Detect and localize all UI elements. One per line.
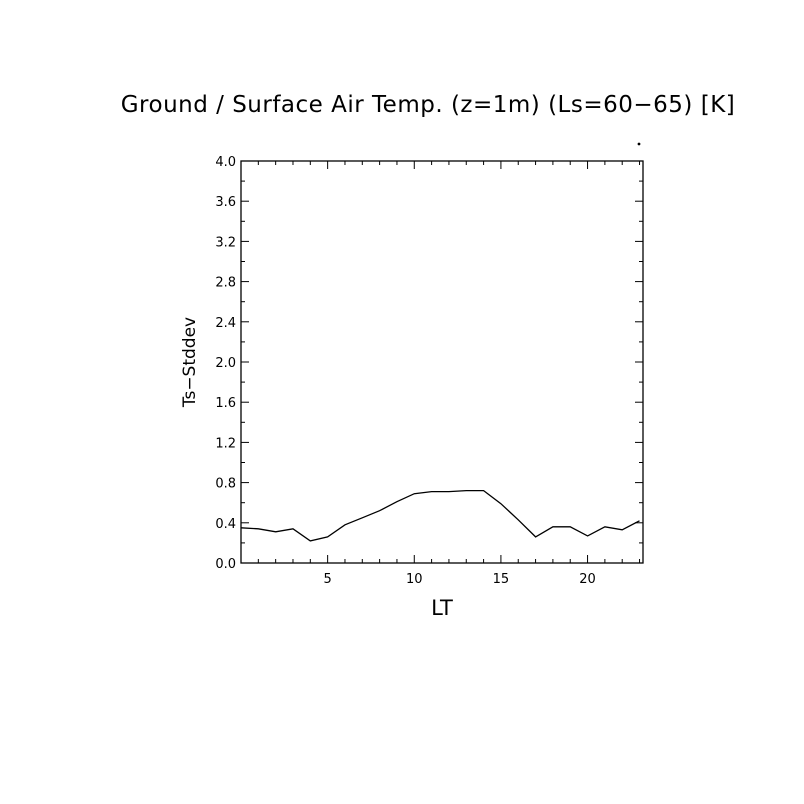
- y-axis-label: Ts−Stddev: [180, 317, 200, 408]
- y-tick-label: 4.0: [215, 155, 236, 170]
- x-tick-label: 15: [493, 572, 510, 587]
- y-tick-label: 0.4: [215, 517, 236, 532]
- y-tick-label: 3.6: [215, 195, 236, 210]
- tick-labels: 0.0 0.4 0.8 1.2 1.6 2.0 2.4 2.8 3.2 3.6 4.0 5 10 15 20: [215, 155, 596, 587]
- axis-ticks: [241, 160, 643, 564]
- corner-dot-marker: [637, 142, 641, 146]
- y-tick-label: 0.0: [215, 557, 236, 572]
- x-tick-label: 10: [406, 572, 423, 587]
- y-tick-label: 2.8: [215, 276, 236, 291]
- x-axis-label: LT: [431, 596, 453, 620]
- x-tick-label: 20: [579, 572, 596, 587]
- y-tick-label: 0.8: [215, 477, 236, 492]
- y-tick-label: 1.2: [215, 436, 236, 451]
- chart-title: Ground / Surface Air Temp. (z=1m) (Ls=60…: [121, 92, 736, 118]
- y-tick-label: 1.6: [215, 396, 236, 411]
- y-tick-label: 3.2: [215, 235, 236, 250]
- y-tick-label: 2.0: [215, 356, 236, 371]
- y-tick-label: 2.4: [215, 316, 236, 331]
- x-tick-label: 5: [323, 572, 331, 587]
- series-line: [240, 489, 640, 542]
